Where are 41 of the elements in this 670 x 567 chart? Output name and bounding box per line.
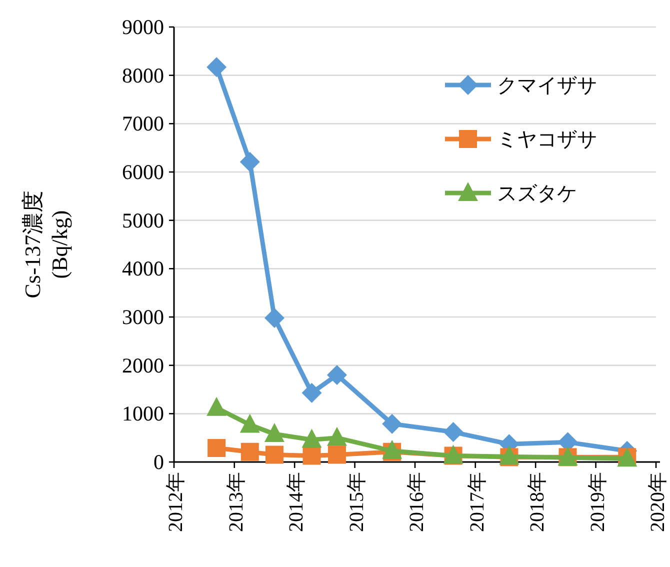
y-tick-label: 4000 — [122, 256, 164, 281]
point — [443, 422, 464, 442]
y-tick-label: 3000 — [122, 305, 164, 329]
point — [208, 438, 226, 457]
point — [265, 446, 284, 464]
point — [302, 382, 322, 403]
y-tick-label: 7000 — [122, 112, 164, 136]
point — [302, 428, 322, 448]
legend-label: ミヤコザサ — [497, 129, 597, 151]
point — [264, 422, 284, 442]
point — [240, 414, 260, 433]
point — [382, 440, 402, 459]
y-tick-label: 5000 — [122, 208, 164, 232]
x-tick-label: 2012年 — [165, 472, 187, 532]
point — [382, 414, 402, 434]
point — [240, 442, 259, 461]
y-axis-title: Cs-137濃度 (Bq/kg) — [20, 190, 72, 298]
y-tick-label: 8000 — [122, 63, 164, 88]
y-tick-label: 6000 — [122, 160, 164, 184]
y-tick-label: 0 — [154, 450, 164, 474]
point — [328, 446, 346, 464]
point — [302, 446, 321, 465]
point — [240, 152, 260, 172]
point — [326, 365, 347, 385]
x-tick-label: 2017年 — [466, 472, 488, 532]
y-tick-label: 1000 — [122, 402, 164, 426]
x-tick-label: 2018年 — [526, 472, 549, 532]
y-tick-label: 9000 — [122, 15, 164, 39]
point — [326, 426, 347, 446]
point — [206, 57, 227, 78]
x-tick-label: 2014年 — [286, 472, 308, 532]
legend-label: クマイザサ — [497, 75, 597, 97]
x-tick-label: 2020年 — [647, 472, 669, 532]
point — [264, 308, 284, 328]
point — [206, 396, 227, 416]
x-tick-label: 2013年 — [225, 472, 248, 532]
x-tick-label: 2019年 — [586, 472, 609, 532]
legend-label: スズタケ — [497, 183, 577, 205]
x-tick-label: 2016年 — [406, 472, 428, 532]
x-tick-label: 2015年 — [346, 472, 368, 532]
y-tick-label: 2000 — [122, 353, 164, 378]
